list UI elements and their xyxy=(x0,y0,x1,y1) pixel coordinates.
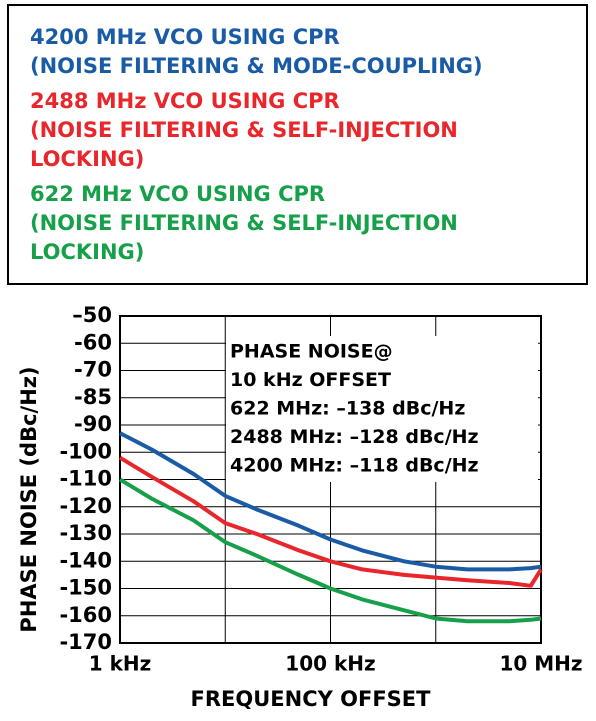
annotation: 2488 MHz: –128 dBc/Hz xyxy=(230,426,479,448)
x-axis-title: FREQUENCY OFFSET xyxy=(191,687,432,711)
y-tick-label: -70 xyxy=(74,358,112,382)
legend-entry: 622 MHz VCO USING CPR xyxy=(30,182,325,206)
annotation: 4200 MHz: –118 dBc/Hz xyxy=(230,455,479,477)
annotation: 622 MHz: –138 dBc/Hz xyxy=(230,398,465,420)
legend-entry: 4200 MHz VCO USING CPR xyxy=(30,25,340,49)
legend-entry: (NOISE FILTERING & SELF-INJECTION xyxy=(30,118,458,142)
annotation: 10 kHz OFFSET xyxy=(230,369,391,391)
series-line xyxy=(119,431,542,572)
y-tick-label: -110 xyxy=(59,467,112,491)
legend-entry: LOCKING) xyxy=(30,147,144,171)
legend-entry: (NOISE FILTERING & MODE-COUPLING) xyxy=(30,54,483,78)
legend-entry: 2488 MHz VCO USING CPR xyxy=(30,89,340,113)
x-tick-label: 10 MHz xyxy=(499,652,582,676)
y-tick-label: -100 xyxy=(59,439,112,463)
y-tick-label: -60 xyxy=(74,330,112,354)
y-tick-label: -160 xyxy=(59,603,112,627)
legend-entry: LOCKING) xyxy=(30,240,144,264)
series-line xyxy=(118,455,543,588)
x-tick-label: 100 kHz xyxy=(285,652,375,676)
y-axis-title: PHASE NOISE (dBc/Hz) xyxy=(17,366,41,632)
y-tick-label: -130 xyxy=(59,521,112,545)
annotation: PHASE NOISE@ xyxy=(230,341,393,363)
legend-entry: (NOISE FILTERING & SELF-INJECTION xyxy=(30,211,458,235)
legend-box xyxy=(7,4,588,285)
annotation-bg xyxy=(226,336,538,482)
y-tick-label: -85 xyxy=(74,385,112,409)
series-line xyxy=(118,477,542,624)
x-tick-label: 1 kHz xyxy=(89,652,152,676)
y-tick-label: -120 xyxy=(59,494,112,518)
y-tick-label: -90 xyxy=(74,412,112,436)
y-tick-label: –50 xyxy=(72,303,112,327)
y-tick-label: -150 xyxy=(59,576,112,600)
y-tick-label: -140 xyxy=(59,548,112,572)
y-tick-label: -170 xyxy=(59,630,112,654)
